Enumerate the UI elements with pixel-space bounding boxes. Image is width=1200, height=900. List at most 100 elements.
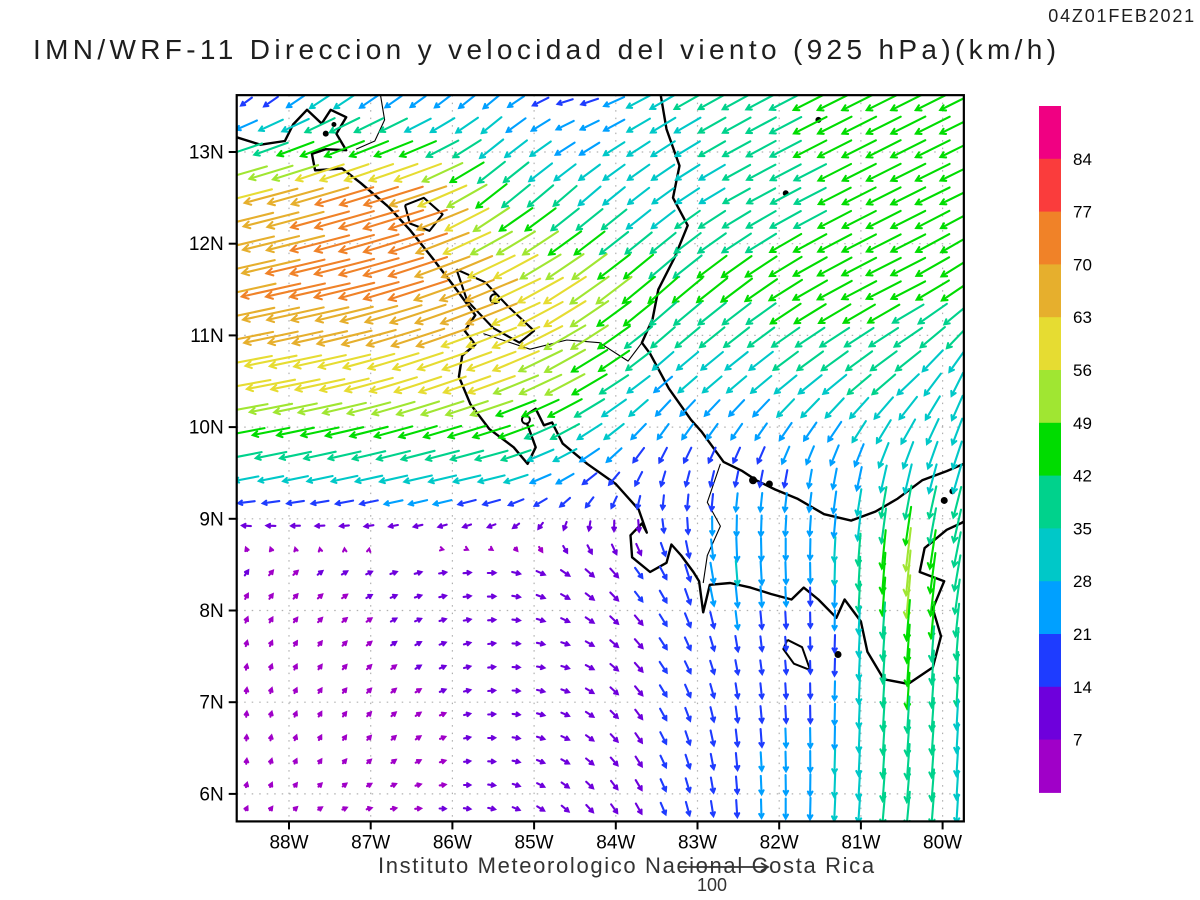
wind-arrow (262, 95, 279, 108)
wind-arrow (269, 378, 321, 393)
wind-arrow (635, 518, 642, 534)
wind-arrow (634, 566, 644, 580)
wind-arrow (241, 211, 300, 230)
wind-arrow (950, 417, 964, 447)
wind-arrow (914, 209, 951, 230)
wind-arrow (438, 782, 448, 788)
wind-arrow (414, 759, 423, 765)
wind-vectors (236, 95, 964, 822)
wind-arrow (698, 187, 726, 205)
wind-arrow (571, 253, 608, 281)
wind-arrow (373, 140, 414, 158)
wind-arrow (611, 519, 618, 534)
wind-arrow (463, 545, 470, 551)
wind-arrow (469, 399, 514, 418)
wind-arrow (598, 374, 630, 395)
wind-arrow (414, 688, 423, 694)
wind-arrow (650, 187, 675, 205)
wind-arrow (584, 616, 596, 624)
wind-arrow (877, 442, 890, 470)
wind-arrow (683, 660, 692, 675)
wind-arrow (317, 546, 324, 553)
wind-arrow (438, 664, 448, 670)
wind-arrow (299, 426, 340, 439)
y-tick-label: 13N (189, 143, 224, 164)
wind-arrow (526, 184, 555, 208)
wind-arrow (502, 473, 529, 485)
wind-arrow (560, 641, 572, 647)
wind-arrow (758, 728, 765, 749)
wind-arrow (830, 536, 838, 564)
wind-arrow (573, 398, 606, 418)
wind-arrow (243, 733, 250, 742)
wind-arrow (818, 326, 851, 348)
wind-arrow (268, 686, 274, 695)
wind-arrow (487, 687, 498, 694)
wind-arrow (516, 276, 564, 304)
wind-arrow (659, 801, 668, 817)
wind-arrow (853, 443, 865, 468)
wind-arrow (487, 782, 498, 788)
wind-arrow (365, 640, 373, 647)
wind-arrow (601, 163, 626, 182)
wind-arrow (387, 232, 448, 255)
colorbar-segment (1039, 581, 1061, 635)
wind-arrow (684, 777, 692, 794)
wind-arrow (341, 687, 348, 694)
wind-arrow (511, 806, 522, 812)
wind-arrow (463, 735, 473, 741)
wind-arrow (633, 661, 644, 674)
wind-arrow (264, 234, 326, 254)
wind-arrow (633, 614, 644, 627)
wind-arrow (584, 687, 596, 695)
wind-arrow (411, 523, 424, 529)
wind-arrow (721, 210, 752, 229)
wind-arrow (292, 663, 298, 671)
wind-arrow (942, 306, 964, 326)
colorbar-label: 63 (1073, 308, 1092, 327)
wind-arrow (264, 282, 326, 300)
wind-arrow (601, 186, 626, 206)
wind-arrow (456, 498, 477, 507)
wind-arrow (317, 639, 323, 647)
wind-arrow (275, 426, 315, 439)
wind-arrow (554, 119, 575, 131)
wind-arrow (816, 115, 853, 135)
wind-arrow (865, 139, 902, 159)
wind-arrow (673, 232, 702, 255)
wind-arrow (817, 303, 852, 324)
wind-arrow (709, 776, 717, 795)
wind-arrow (744, 116, 777, 135)
wind-arrow (388, 185, 448, 208)
wind-arrow (782, 659, 790, 676)
wind-arrow (313, 186, 375, 208)
wind-arrow (464, 278, 519, 303)
wind-arrow (438, 735, 448, 741)
wind-arrow (831, 584, 838, 610)
wind-arrow (754, 422, 768, 442)
reference-vector (678, 862, 770, 872)
wind-arrow (605, 447, 623, 464)
wind-arrow (348, 140, 390, 159)
wind-arrow (517, 325, 564, 350)
wind-arrow (326, 450, 362, 462)
wind-arrow (683, 470, 691, 488)
wind-arrow (485, 523, 497, 529)
wind-arrow (289, 186, 350, 207)
wind-arrow (782, 774, 790, 798)
wind-arrow (889, 162, 927, 183)
wind-arrow (466, 254, 516, 280)
wind-arrow (511, 758, 522, 765)
wind-arrow (889, 209, 927, 230)
wind-arrow (558, 496, 572, 508)
wind-arrow (733, 775, 741, 796)
wind-arrow (438, 711, 448, 718)
wind-arrow (709, 799, 716, 819)
wind-arrow (422, 424, 463, 440)
wind-arrow (462, 569, 473, 576)
wind-arrow (600, 208, 628, 231)
wind-arrow (733, 799, 741, 820)
wind-arrow (487, 735, 498, 741)
wind-arrow (462, 782, 473, 788)
wind-arrow (337, 257, 400, 278)
